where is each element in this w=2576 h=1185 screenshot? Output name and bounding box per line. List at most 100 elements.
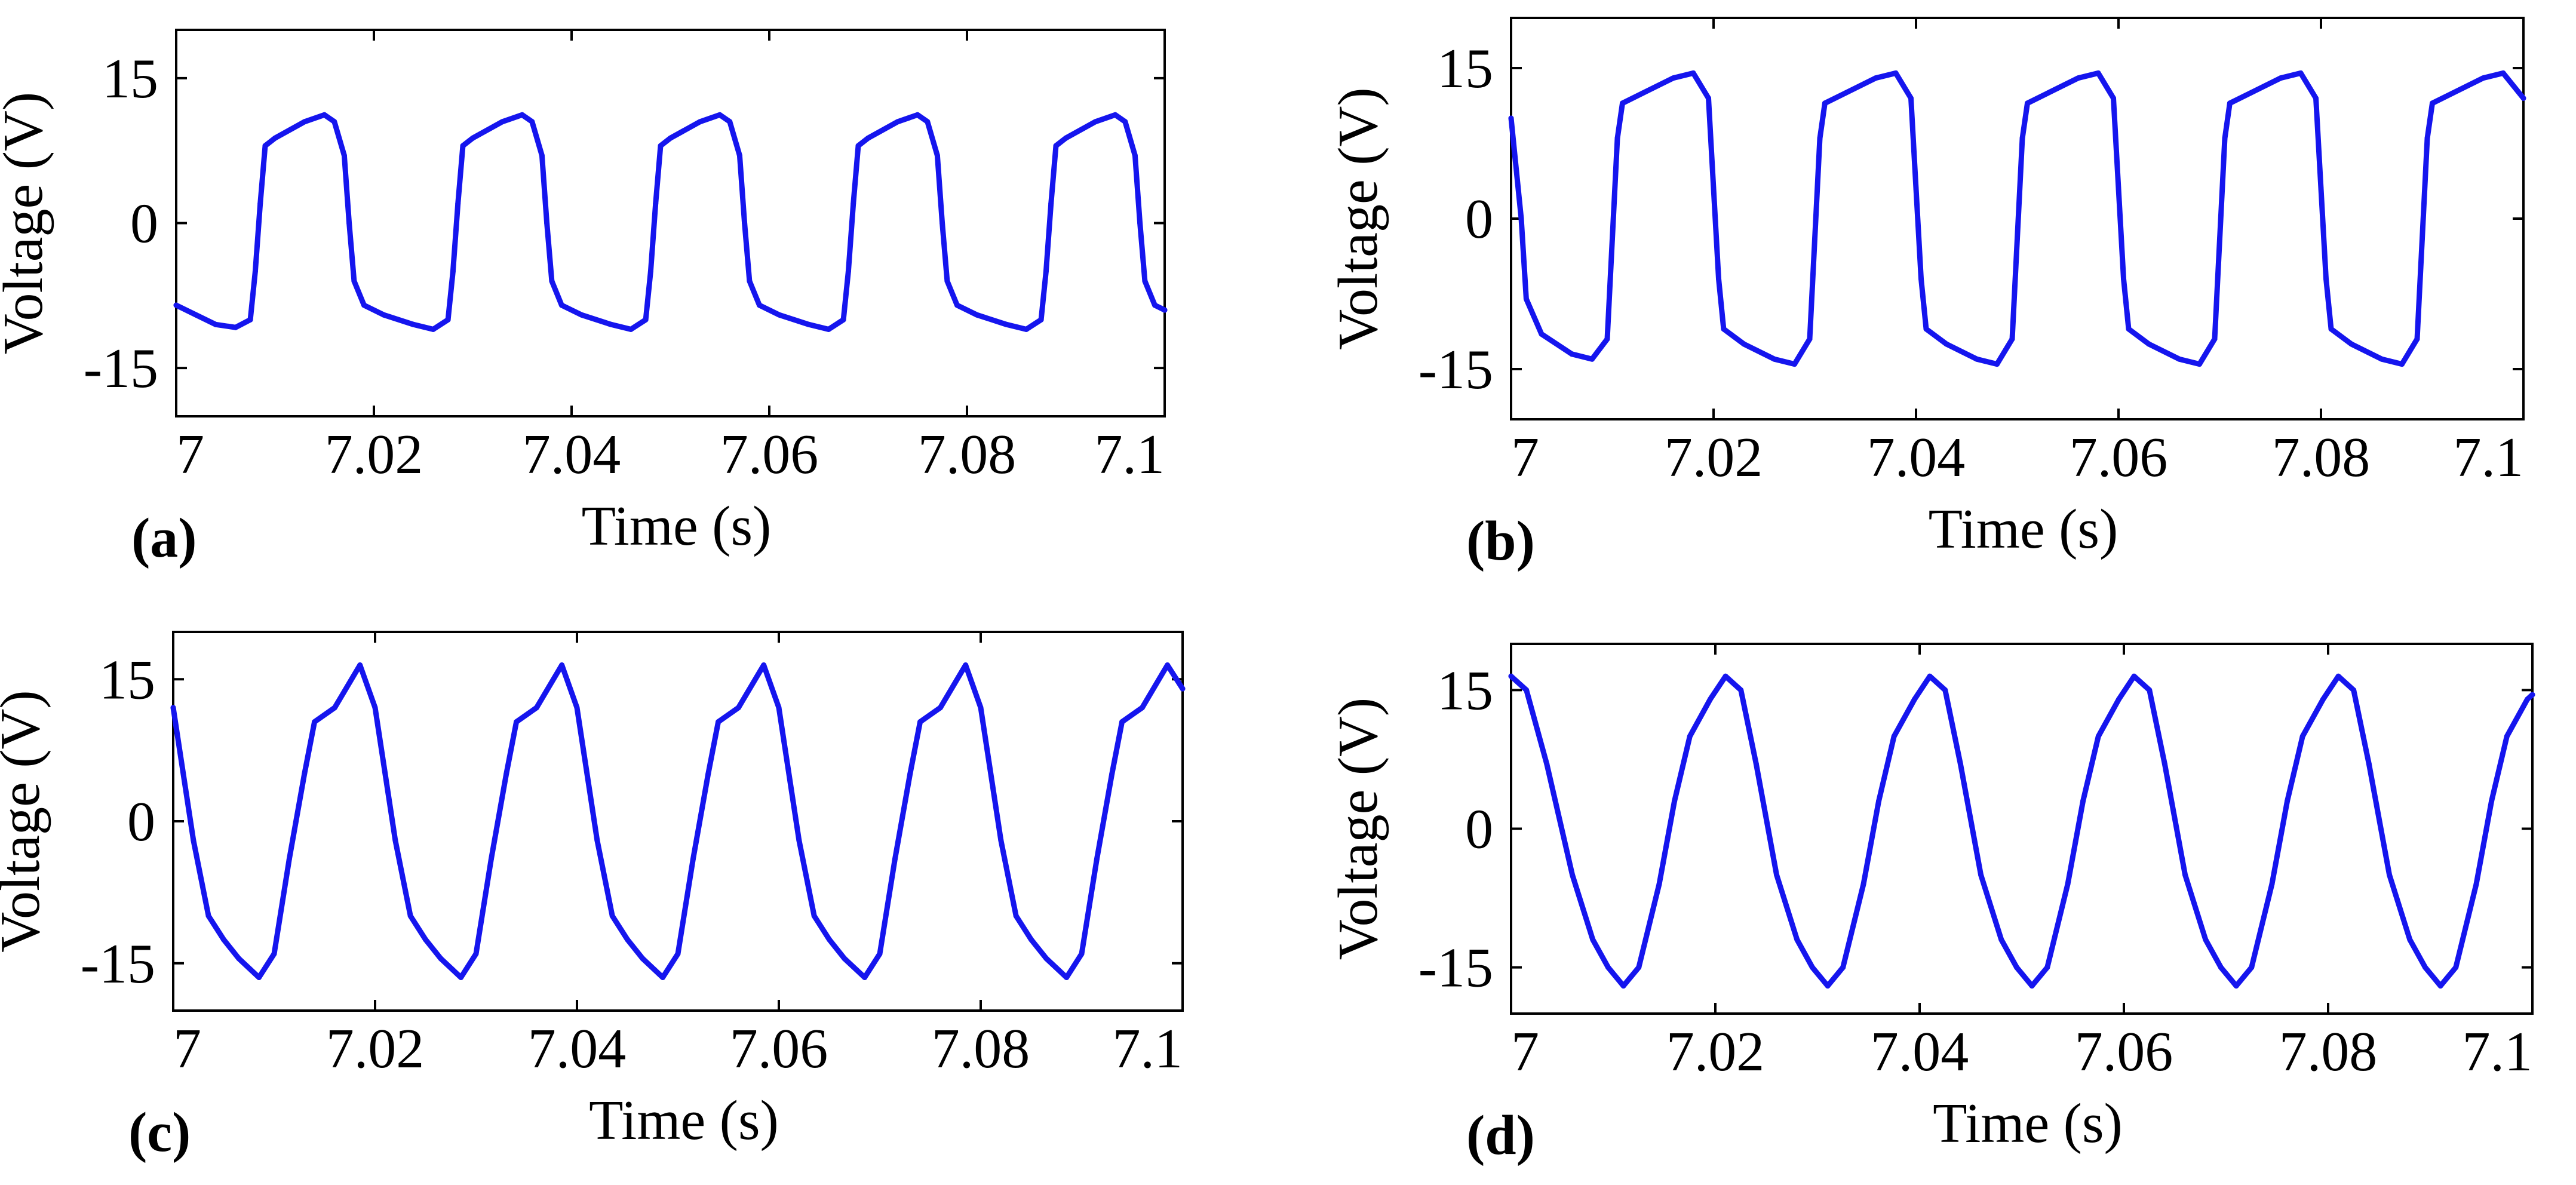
data-point (675, 951, 681, 957)
data-point (1639, 90, 1645, 96)
data-point (519, 112, 525, 118)
series-line-voltage (170, 662, 1186, 980)
data-point (1109, 771, 1115, 777)
data-point (2222, 136, 2228, 142)
data-point (840, 317, 846, 323)
data-point (559, 662, 565, 668)
data-point (302, 119, 308, 125)
panel-label: (a) (131, 507, 197, 569)
data-point (346, 220, 352, 226)
data-point (529, 119, 535, 125)
y-tick-label: 0 (1465, 188, 1493, 250)
data-point (811, 913, 817, 919)
data-point (1672, 798, 1678, 804)
data-point (2227, 100, 2233, 106)
data-point (1605, 965, 1611, 971)
data-point (1165, 662, 1171, 668)
data-point (2182, 872, 2188, 878)
data-point (2075, 75, 2081, 81)
data-point (1569, 351, 1575, 357)
data-point (1707, 696, 1713, 702)
data-point (2529, 692, 2535, 698)
data-point (2111, 95, 2116, 101)
data-point (757, 302, 762, 308)
data-point (717, 112, 723, 118)
plot-frame (175, 29, 1166, 417)
data-point (851, 201, 856, 207)
data-point (173, 302, 179, 308)
x-tick-label: 7 (173, 1018, 201, 1080)
y-tick-label: 15 (1437, 38, 1493, 100)
data-point (1053, 143, 1059, 149)
data-point (1180, 686, 1186, 692)
data-point (2014, 965, 2019, 971)
data-point (1570, 872, 1576, 878)
data-point (1064, 975, 1070, 980)
data-point (1137, 220, 1143, 226)
data-point (1162, 307, 1168, 313)
data-point (2313, 95, 2319, 101)
panel-1: 7 7.02 7.04 7.06 7.08 7.1 15 0 -15 Time (s) Voltag… (0, 29, 1168, 569)
data-point (381, 312, 386, 318)
data-point (690, 856, 696, 862)
x-tick-label: 7.08 (2279, 1021, 2378, 1083)
data-point (193, 312, 199, 318)
x-tick-label: 7.06 (2075, 1021, 2173, 1083)
data-point (2065, 881, 2071, 887)
data-point (1943, 341, 1949, 347)
data-point (796, 837, 802, 843)
data-point (460, 143, 466, 149)
data-point (1974, 356, 1980, 362)
data-point (1893, 70, 1899, 76)
data-point (2323, 276, 2329, 282)
data-point (558, 302, 564, 308)
data-point (2203, 937, 2209, 943)
data-point (842, 956, 848, 962)
data-point (2176, 356, 2182, 362)
data-point (1043, 956, 1049, 962)
series-line-voltage (173, 112, 1168, 332)
data-point (2348, 341, 2354, 347)
data-point (410, 321, 416, 327)
data-point (1590, 937, 1596, 943)
data-point (2197, 361, 2203, 367)
data-point (2025, 100, 2030, 106)
data-point (697, 119, 703, 125)
data-point (2525, 696, 2530, 702)
data-point (1656, 881, 1662, 887)
data-point (357, 662, 363, 668)
x-axis-title: Time (s) (1933, 1092, 2123, 1155)
data-point (2285, 798, 2291, 804)
data-point (2269, 881, 2275, 887)
data-point (256, 975, 262, 980)
data-point (341, 152, 347, 158)
data-point (488, 856, 494, 862)
x-tick-label: 7.06 (720, 423, 819, 486)
x-axis-title: Time (s) (582, 495, 772, 557)
data-point (1539, 331, 1545, 337)
data-point (747, 278, 753, 284)
data-point (2489, 798, 2495, 804)
x-tick-label: 7 (176, 423, 204, 486)
data-point (1753, 761, 1759, 767)
data-point (2407, 937, 2413, 943)
data-point (1891, 733, 1897, 739)
data-point (939, 220, 945, 226)
data-point (1923, 326, 1929, 332)
data-point (205, 913, 211, 919)
data-point (1840, 965, 1846, 971)
data-point (579, 312, 585, 318)
data-point (2080, 798, 2086, 804)
data-point (907, 771, 913, 777)
data-point (2379, 356, 2385, 362)
data-point (2424, 136, 2430, 142)
data-point (1094, 856, 1100, 862)
y-axis-title: Voltage (V) (1327, 698, 1389, 960)
x-tick-label: 7.08 (918, 423, 1017, 486)
panel-label: (d) (1466, 1104, 1535, 1166)
data-point (1721, 326, 1727, 332)
data-point (2420, 236, 2425, 242)
data-point (236, 956, 242, 962)
data-point (2131, 673, 2137, 679)
data-point (1013, 913, 1019, 919)
